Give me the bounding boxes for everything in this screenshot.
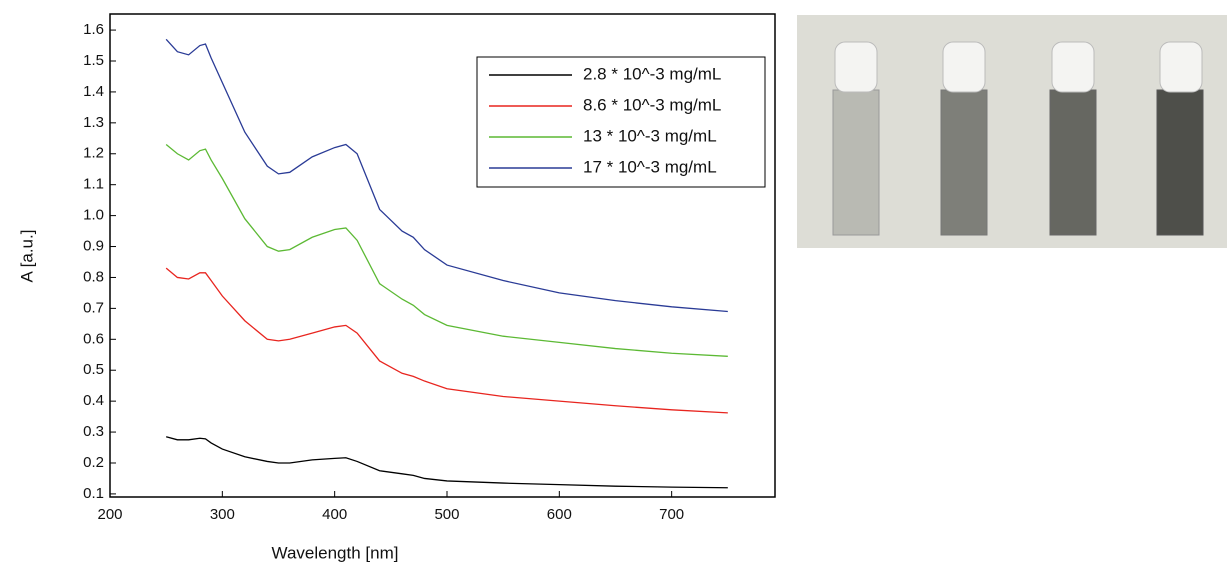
photo: [797, 15, 1227, 248]
y-tick-label: 0.5: [83, 361, 104, 378]
series-line: [165, 143, 728, 357]
y-tick-label: 1.5: [83, 52, 104, 69]
y-tick-label: 1.1: [83, 176, 104, 193]
y-tick-label: 0.7: [83, 299, 104, 316]
legend-box: [476, 56, 766, 188]
y-tick-label: 1.2: [83, 145, 104, 162]
legend-label: 13 * 10^-3 mg/mL: [583, 126, 717, 145]
cuvette-cap: [1051, 41, 1095, 93]
y-axis-label: A [a.u.]: [17, 230, 36, 283]
y-tick-label: 1.6: [83, 21, 104, 38]
y-tick-label: 0.8: [83, 268, 104, 285]
x-tick-label: 500: [434, 506, 459, 523]
y-tick-label: 1.0: [83, 207, 104, 224]
y-tick-label: 0.6: [83, 330, 104, 347]
cuvette-cap: [834, 41, 878, 93]
cuvette: [1156, 41, 1204, 236]
legend-label: 17 * 10^-3 mg/mL: [583, 157, 717, 176]
legend-label: 2.8 * 10^-3 mg/mL: [583, 64, 721, 83]
legend-label: 8.6 * 10^-3 mg/mL: [583, 95, 721, 114]
y-tick-label: 0.4: [83, 392, 104, 409]
y-tick-label: 0.3: [83, 423, 104, 440]
y-tick-label: 1.4: [83, 83, 104, 100]
cuvette: [940, 41, 988, 236]
y-tick-label: 0.2: [83, 454, 104, 471]
cuvette-body: [1156, 89, 1204, 236]
x-tick-label: 400: [322, 506, 347, 523]
cuvette: [832, 41, 880, 236]
series-line: [165, 267, 728, 414]
series-line: [165, 436, 728, 489]
series-line: [165, 38, 728, 313]
plot-frame: [109, 13, 776, 498]
cuvette: [1049, 41, 1097, 236]
x-tick-label: 700: [659, 506, 684, 523]
x-tick-label: 300: [210, 506, 235, 523]
x-tick-label: 600: [547, 506, 572, 523]
y-tick-label: 0.9: [83, 238, 104, 255]
cuvette-cap: [942, 41, 986, 93]
cuvette-body: [832, 89, 880, 236]
x-tick-label: 200: [97, 506, 122, 523]
x-axis-label: Wavelength [nm]: [272, 543, 399, 562]
cuvette-body: [940, 89, 988, 236]
cuvette-body: [1049, 89, 1097, 236]
y-tick-label: 0.1: [83, 485, 104, 502]
y-tick-label: 1.3: [83, 114, 104, 131]
cuvette-cap: [1159, 41, 1203, 93]
